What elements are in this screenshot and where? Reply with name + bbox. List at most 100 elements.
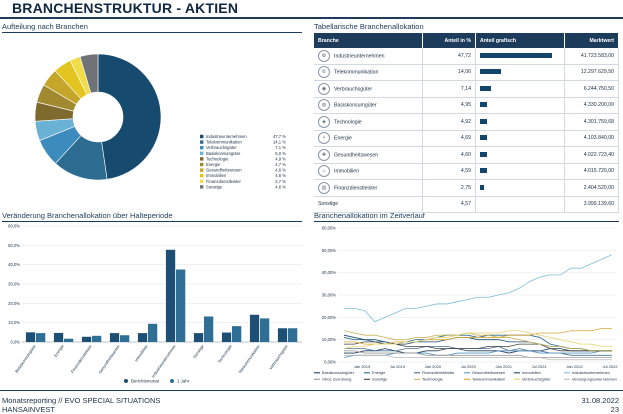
bar-1-jahr-energie (64, 338, 74, 342)
bar-berichtsmonat-basiskonsumgueter (25, 332, 36, 342)
bar-1-jahr-immobilien (148, 323, 158, 342)
legend-value-finanzdienstleister: 2,7 % (275, 179, 286, 184)
share-bar (480, 102, 488, 108)
legend-label-telekommunikation: Telekommunikation (206, 140, 243, 145)
table-cell-branche: ⌂ Immobilien (314, 163, 423, 180)
line-legend-label-sonstige: Sonstige (372, 377, 387, 382)
bar-1-jahr-gesundheitswesen (120, 335, 130, 342)
table-row: ⚡ Energie 4,69 4.103.840,00 (314, 130, 619, 147)
table-cell-branche: ▥ Finanzdienstleister (314, 179, 423, 197)
share-bar (480, 52, 552, 58)
branche-name: Basiskonsumgüter (334, 102, 377, 109)
line-xtick-label: Jan 2021 (495, 364, 512, 369)
bar-berichtsmonat-industrieunternehmen (165, 249, 176, 342)
bar-chart: 0,0% 10,0% 20,0% 30,0% 40,0% 50,0% 60,0% Basisk… (8, 224, 302, 384)
car-icon: ◉ (318, 82, 330, 95)
table-row: ◈ Technologie 4,92 4.301.759,68 (314, 113, 619, 131)
bar-legend-label-berichtsmonat: Berichtsmonat (131, 379, 160, 384)
line-legend-label-ohne-zuordnung: Ohne Zuordnung (322, 377, 351, 382)
line-legend-label-versorgungsunternehmen: Versorgungsunternehmen (572, 377, 617, 382)
table-header-row: Branche Anteil in % Anteil grafisch Mark… (314, 33, 619, 48)
table-cell-anteil: 7,14 (422, 80, 476, 98)
line-xtick-label: Jul 2021 (532, 364, 548, 369)
table-cell-marktwert: 12.297.629,50 (564, 64, 619, 81)
legend-value-gesundheitswesen: 4,6 % (275, 168, 286, 173)
table-cell-anteil: 4,57 (422, 196, 476, 213)
footer-report-name: Monatsreporting // EVO SPECIAL SITUATION… (2, 396, 161, 405)
share-bar (480, 135, 488, 141)
table-cell-marktwert: 4.015.720,00 (564, 163, 619, 180)
share-bar (480, 69, 502, 75)
bar-category-label-verbrauchsgueter: Verbrauchsgüter (268, 343, 289, 370)
bars-section-title: Veränderung Branchenallokation über Halt… (2, 211, 173, 220)
footer-company: HANSAINVEST (2, 405, 55, 414)
table-cell-branche: ◉ Verbrauchsgüter (314, 80, 423, 98)
bar-category-label-technologie: Technologie (216, 343, 233, 364)
table-row: ◍ Basiskonsumgüter 4,95 4.330.200,00 (314, 97, 619, 114)
bar-ytick-label: 40,0% (8, 262, 20, 267)
bar-ytick-label: 10,0% (8, 320, 20, 325)
line-series-versorgungsunternehmen (344, 354, 612, 361)
table-cell-anteil-grafisch (475, 113, 565, 131)
table-cell-anteil-grafisch (475, 163, 565, 180)
line-legend-label-basiskonsumgueter: Basiskonsumgüter (322, 370, 355, 375)
table-row: ▥ Finanzdienstleister 2,75 2.404.520,00 (314, 179, 619, 197)
bar-berichtsmonat-sonstige (193, 333, 204, 342)
bank-icon: ▥ (318, 181, 330, 194)
table-cell-anteil-grafisch (475, 48, 565, 65)
table-cell-branche: ◈ Technologie (314, 113, 423, 131)
branche-name: Immobilien (334, 168, 360, 175)
chip-icon: ◈ (318, 115, 330, 128)
table-row: ⚙ Industrieunternehmen 47,72 41.723.583,00 (314, 48, 619, 65)
legend-swatch-telekommunikation (200, 140, 204, 144)
bar-category-label-energie: Energie (53, 343, 65, 358)
table-cell-branche: ✚ Gesundheitswesen (314, 146, 423, 164)
line-series-telekommunikation (344, 328, 612, 345)
bar-1-jahr-industrieunternehmen (176, 269, 186, 342)
line-series-ohne-zuordnung (344, 350, 612, 358)
legend-value-sonstige: 4,6 % (275, 184, 286, 189)
line-series-basiskonsumgueter (344, 348, 612, 354)
line-ytick-label: 30,00% (322, 293, 336, 298)
table-cell-anteil-grafisch (475, 146, 565, 164)
house-icon: ⌂ (318, 165, 330, 178)
legend-swatch-finanzdienstleister (200, 179, 204, 183)
bar-berichtsmonat-energie (53, 332, 64, 342)
legend-value-verbrauchsgueter: 7,1 % (275, 145, 286, 150)
pie-chart: Industrieunternehmen 47,7 % Telekommunikat… (34, 53, 286, 189)
table-cell-anteil-grafisch (475, 80, 565, 98)
table-cell-anteil: 4,60 (422, 146, 476, 164)
table-cell-marktwert: 4.103.840,00 (564, 130, 619, 147)
table-row: ⌂ Immobilien 4,59 4.015.720,00 (314, 163, 619, 180)
legend-swatch-gesundheitswesen (200, 168, 204, 172)
table-cell-marktwert: 6.244.750,50 (564, 80, 619, 98)
legend-swatch-industrieunternehmen (200, 134, 204, 139)
branche-name: Energie (334, 135, 352, 142)
bar-category-label-industrieunternehmen: Industrieunternehmen (150, 344, 176, 379)
table-cell-anteil: 14,06 (422, 64, 476, 81)
line-legend-label-verbrauchsgueter: Verbrauchsgüter (522, 377, 551, 382)
bar-ytick-label: 60,0% (8, 224, 20, 229)
line-series-technologie (343, 330, 612, 352)
title-rule (0, 17, 623, 19)
energy-icon: ⚡ (318, 132, 330, 145)
line-legend-label-immobilien: Immobilien (522, 370, 541, 375)
table-cell-anteil: 4,92 (422, 113, 476, 131)
bar-1-jahr-verbrauchsgueter (288, 328, 298, 342)
bar-ytick-label: 50,0% (8, 243, 20, 248)
pie-section-title: Aufteilung nach Branchen (2, 22, 88, 31)
legend-swatch-verbrauchsgueter (200, 146, 204, 150)
bar-1-jahr-technologie (232, 326, 242, 342)
line-series-sonstige (344, 341, 612, 352)
branche-name: Verbrauchsgüter (334, 86, 373, 93)
legend-value-immobilien: 4,6 % (275, 173, 286, 178)
line-chart: 0,00% 10,00% 20,00% 30,00% 40,00% 50,00% 60,00… (314, 226, 618, 382)
table-cell-anteil: 47,72 (422, 48, 476, 65)
bar-berichtsmonat-technologie (221, 332, 232, 342)
bar-legend-label-1-jahr: 1 Jahr (177, 379, 190, 384)
bar-1-jahr-basiskonsumgueter (36, 333, 46, 342)
branche-name: Sonstige (318, 201, 339, 208)
bar-ytick-label: 0,0% (10, 340, 20, 345)
line-ytick-label: 40,00% (322, 270, 336, 275)
bar-category-label-telekommunikation: Telekommunikation (237, 344, 261, 375)
